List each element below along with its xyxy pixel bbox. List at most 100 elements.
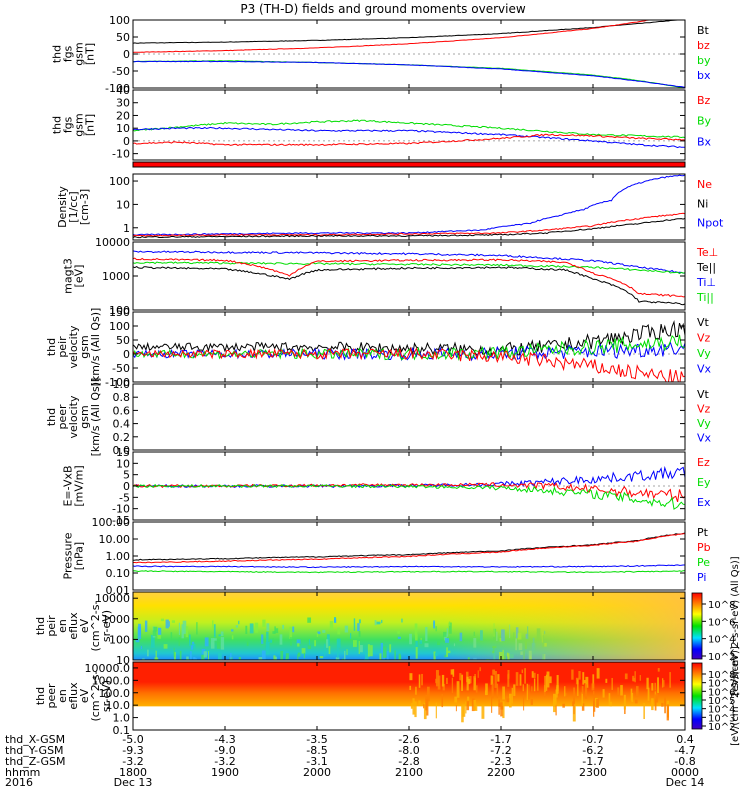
y-tick-label: 1000.0 [92, 674, 131, 687]
y-label-line: velocity [67, 395, 80, 438]
spectrogram-cell [204, 637, 209, 647]
series-line-Te|| [133, 266, 685, 306]
spectrogram-cell [358, 619, 361, 624]
legend-Vy: Vy [697, 347, 711, 360]
spectrogram-cell [435, 702, 437, 719]
spectrogram-cell [337, 647, 339, 659]
ephemeris-value: -2.8 [398, 755, 419, 768]
spectrogram-cell [475, 685, 478, 693]
spectrogram-cell [651, 683, 654, 691]
spectrogram-cell [389, 644, 392, 653]
spectrogram-cell [316, 633, 319, 637]
y-tick-label: 0.01 [106, 584, 131, 597]
spectrogram-cell [165, 619, 169, 629]
y-axis-label: Density[1/cc][cm-3] [56, 186, 91, 228]
ephemeris-value: -9.0 [214, 744, 235, 757]
legend-Bz: Bz [697, 94, 711, 107]
spectrogram-cell [466, 701, 470, 711]
spectrogram-cell [317, 631, 321, 635]
spectrogram-cell [401, 618, 403, 623]
y-tick-label: 10.00 [99, 533, 131, 546]
series-line-Pe [133, 570, 685, 574]
legend-Bt: Bt [697, 24, 710, 37]
spectrogram-cell [578, 671, 581, 680]
spectrogram-cell [364, 652, 369, 660]
spectrogram-cell [491, 696, 493, 713]
spectrogram-cell [474, 673, 476, 678]
spectrogram-cell [414, 701, 417, 718]
y-tick-label: 100 [109, 633, 130, 646]
ephemeris-value: -2.3 [490, 755, 511, 768]
spectrogram-cell [434, 652, 438, 657]
legend-Pe: Pe [697, 556, 710, 569]
spectrogram-cell [192, 643, 196, 649]
y-label-line: [nPa] [73, 542, 86, 570]
spectrogram-cell [494, 671, 497, 688]
spectrogram-cell [336, 638, 341, 648]
spectrogram-cell [562, 703, 565, 708]
spectrogram-cell [556, 686, 559, 695]
spectrogram-cell [571, 669, 574, 680]
spectrogram-cell [620, 685, 623, 696]
spectrogram-cell [397, 636, 401, 639]
y-tick-label: 10 [116, 457, 130, 470]
spectrogram-cell [193, 657, 196, 660]
y-label-line: peer [56, 404, 69, 430]
y-tick-label: -100 [105, 82, 130, 95]
ephemeris-value: 2100 [395, 766, 423, 779]
series-line-By [133, 119, 685, 139]
y-tick-label: -100 [105, 376, 130, 389]
ephemeris-value: -4.3 [214, 733, 235, 746]
spectrogram-cell [220, 637, 225, 650]
legend-Npot: Npot [697, 217, 724, 230]
spectrogram-cell [182, 620, 187, 634]
spectrogram-cell [425, 627, 428, 641]
spectrogram-cell [421, 673, 423, 686]
spectrogram-cell [593, 691, 595, 695]
spectrogram-cell [349, 633, 352, 639]
spectrogram-cell [602, 689, 605, 698]
spectrogram-cell [344, 650, 346, 660]
y-tick-label: 0 [123, 348, 130, 361]
y-label-line: gsm [78, 405, 91, 428]
spectrogram-cell [634, 671, 636, 683]
spectrogram-cell [415, 686, 417, 695]
legend-Vx: Vx [697, 363, 712, 376]
y-tick-label: 0.6 [113, 404, 131, 417]
y-tick-label: 100.0 [99, 687, 131, 700]
spectrogram-cell [646, 677, 649, 690]
y-tick-label: -50 [112, 362, 130, 375]
spectrogram-cell [155, 650, 157, 660]
series-line-Ey [133, 483, 685, 510]
spectrogram-cell [474, 705, 478, 711]
y-label-line: gsm [73, 113, 86, 136]
spectrogram-cell [521, 669, 524, 673]
y-tick-label: 1 [123, 222, 130, 235]
spectrogram-cell [657, 677, 660, 694]
ephemeris-value: 2200 [487, 766, 515, 779]
series-line-Ni [133, 217, 685, 239]
ephemeris-value: -1.7 [490, 733, 511, 746]
y-tick-label: 100 [109, 14, 130, 27]
spectrogram-cell [328, 646, 331, 655]
legend-Pt: Pt [697, 526, 709, 539]
spectrogram-cell [285, 653, 289, 660]
spectrogram-cell [274, 656, 278, 660]
spectrogram-cell [186, 656, 189, 660]
y-tick-label: 10 [116, 654, 130, 667]
spectrogram-cell [509, 693, 512, 708]
spectrogram-cell [409, 633, 412, 645]
legend-bx: bx [697, 69, 711, 82]
y-label-line: [mV/m] [73, 465, 86, 506]
spectrogram-cell [168, 621, 170, 627]
spectrogram-cell [664, 697, 666, 714]
spectrogram-cell [231, 635, 234, 640]
spectrogram-cell [382, 646, 387, 658]
spectrogram-cell [609, 701, 612, 707]
spectrogram-cell [272, 638, 274, 643]
spectrogram-cell [269, 639, 273, 643]
legend-Vz: Vz [697, 403, 711, 416]
spectrogram-cell [666, 704, 670, 721]
